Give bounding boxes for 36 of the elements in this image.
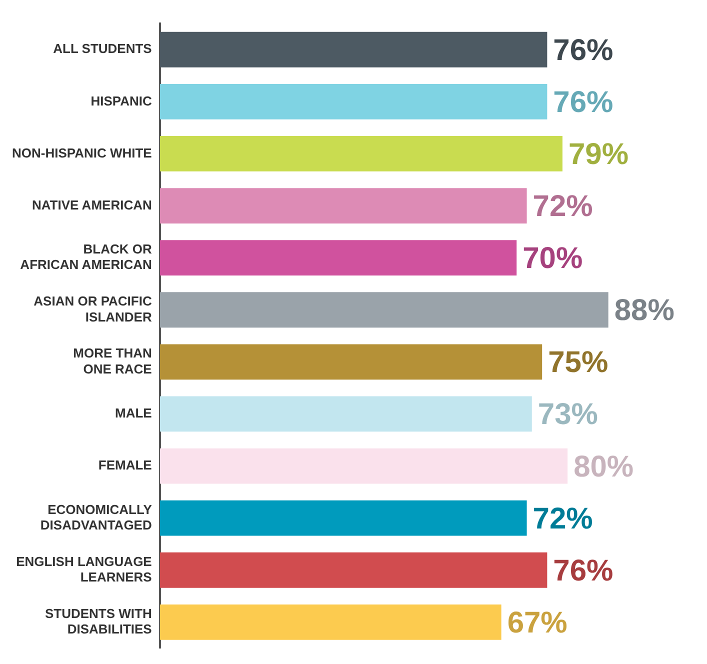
bar [160, 32, 548, 68]
y-tick-label: STUDENTS WITH DISABILITIES [44, 606, 152, 637]
bar [160, 292, 608, 328]
bar [160, 344, 542, 380]
bar [160, 136, 562, 172]
data-label: 75% [548, 346, 608, 380]
data-label: 76% [553, 86, 614, 119]
y-tick-label: MORE THAN ONE RACE [73, 346, 152, 376]
y-tick-label: ASIAN OR PACIFIC ISLANDER [34, 294, 152, 324]
y-tick-label: FEMALE [98, 458, 152, 473]
y-tick-label: HISPANIC [90, 93, 152, 108]
bar [160, 188, 527, 224]
bar [160, 396, 532, 432]
data-label: 72% [532, 502, 593, 536]
y-tick-label: ALL STUDENTS [53, 41, 152, 56]
data-label: 73% [538, 398, 598, 432]
bar [160, 604, 502, 640]
y-tick-label: NON-HISPANIC WHITE [12, 145, 152, 160]
data-label: 80% [574, 450, 634, 484]
data-label: 76% [553, 34, 614, 67]
data-label: 72% [532, 190, 593, 224]
data-label: 67% [507, 606, 568, 640]
data-label: 79% [568, 138, 629, 171]
data-label: 88% [614, 294, 674, 328]
y-tick-label: MALE [115, 406, 152, 421]
bar [160, 84, 548, 120]
y-tick-label: BLACK OR AFRICAN AMERICAN [20, 242, 152, 272]
y-tick-label: ECONOMICALLY DISADVANTAGED [40, 502, 152, 532]
bar [160, 552, 548, 588]
bar [160, 240, 517, 276]
y-tick-label: NATIVE AMERICAN [32, 197, 152, 212]
bar [160, 448, 568, 484]
data-label: 70% [522, 242, 583, 276]
bar [160, 500, 527, 536]
y-tick-label: ENGLISH LANGUAGE LEARNERS [16, 554, 152, 585]
data-label: 76% [553, 554, 614, 588]
